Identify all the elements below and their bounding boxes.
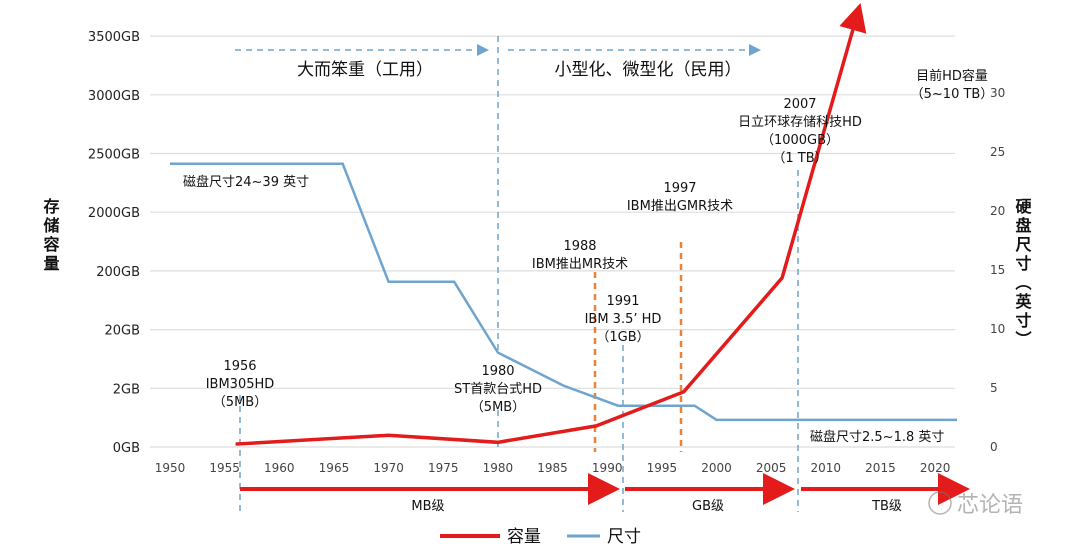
- annotation-a1980: 1980: [481, 364, 514, 379]
- left-tick-label: 0GB: [113, 441, 140, 456]
- era-label-industrial: 大而笨重（工用）: [297, 60, 433, 80]
- annotation-a1997: 1997: [663, 181, 696, 196]
- annotation-a1988: IBM推出MR技术: [532, 257, 628, 272]
- x-tick-label: 2000: [701, 461, 732, 475]
- annotation-a1956: （5MB）: [213, 395, 267, 410]
- annotation-a2007: （1 TB）: [772, 151, 827, 166]
- x-tick-label: 1995: [647, 461, 678, 475]
- annotation-a1956: IBM305HD: [206, 377, 275, 392]
- x-tick-label: 1970: [373, 461, 404, 475]
- era-label-consumer: 小型化、微型化（民用）: [555, 60, 742, 80]
- x-tick-label: 2015: [865, 461, 896, 475]
- left-tick-label: 3000GB: [88, 89, 140, 104]
- gridlines: [150, 35, 955, 448]
- x-tick-label: 1985: [537, 461, 568, 475]
- left-tick-label: 200GB: [96, 265, 140, 280]
- legend-label-size: 尺寸: [607, 527, 641, 547]
- x-tick-label: 1965: [319, 461, 350, 475]
- right-tick-label: 20: [990, 204, 1005, 218]
- right-tick-label: 25: [990, 145, 1005, 159]
- level-label-mb: MB级: [411, 499, 444, 514]
- watermark: 芯论语: [928, 491, 1023, 518]
- x-tick-label: 1955: [209, 461, 240, 475]
- x-axis-ticks: 1950 1955 1960 1965 1970 1975 1980 1985 1990 1995…: [155, 461, 951, 475]
- x-tick-label: 2010: [811, 461, 842, 475]
- right-tick-label: 15: [990, 263, 1005, 277]
- annotation-a2007: （1000GB）: [761, 133, 839, 148]
- left-tick-label: 2500GB: [88, 148, 140, 163]
- left-tick-label: 2000GB: [88, 206, 140, 221]
- left-tick-label: 3500GB: [88, 30, 140, 45]
- annotation-a1991: IBM 3.5’ HD: [585, 312, 662, 327]
- legend-label-capacity: 容量: [507, 527, 541, 547]
- annotation-a1991: 1991: [606, 294, 639, 309]
- x-tick-label: 1990: [592, 461, 623, 475]
- size-new-label: 磁盘尺寸2.5~1.8 英寸: [810, 429, 944, 445]
- right-axis-label: 硬盘尺寸（英寸）: [1013, 198, 1033, 350]
- left-tick-label: 20GB: [104, 324, 140, 339]
- annotation-a1980: ST首款台式HD: [454, 382, 542, 397]
- annotation-now: （5~10 TB）: [911, 87, 994, 102]
- annotations: 1956 IBM305HD （5MB） 1980 ST首款台式HD （5MB） 1988 IB…: [169, 9, 994, 445]
- right-tick-label: 5: [990, 381, 998, 395]
- right-tick-label: 10: [990, 322, 1005, 336]
- x-tick-label: 1960: [264, 461, 295, 475]
- right-tick-label: 30: [990, 86, 1005, 100]
- annotation-a1956: 1956: [223, 359, 256, 374]
- annotation-a1988: 1988: [563, 239, 596, 254]
- x-tick-label: 2020: [920, 461, 951, 475]
- left-axis-label: 存储容量: [41, 197, 61, 274]
- size-old-label: 磁盘尺寸24~39 英寸: [183, 174, 309, 190]
- right-axis-ticks: 0 5 10 15 20 25 30: [990, 86, 1005, 454]
- x-tick-label: 1980: [483, 461, 514, 475]
- annotation-a1991: （1GB）: [596, 330, 649, 345]
- annotation-a2007: 2007: [783, 97, 816, 112]
- level-label-tb: TB级: [871, 499, 902, 514]
- x-tick-label: 1950: [155, 461, 186, 475]
- annotation-now: 目前HD容量: [916, 68, 988, 84]
- right-tick-label: 0: [990, 440, 998, 454]
- level-label-gb: GB级: [692, 499, 724, 514]
- left-axis-ticks: 0GB 2GB 20GB 200GB 2000GB 2500GB 3000GB 3500GB: [88, 30, 140, 456]
- wechat-icon: [928, 491, 952, 515]
- annotation-a1997: IBM推出GMR技术: [627, 199, 733, 214]
- annotation-a1980: （5MB）: [471, 400, 525, 415]
- annotation-a2007: 日立环球存储科技HD: [738, 115, 862, 130]
- x-tick-label: 2005: [756, 461, 787, 475]
- series-size-line: [170, 162, 957, 422]
- watermark-text: 芯论语: [957, 493, 1023, 518]
- legend: 容量 尺寸: [440, 527, 641, 547]
- left-tick-label: 2GB: [113, 382, 140, 397]
- x-tick-label: 1975: [428, 461, 459, 475]
